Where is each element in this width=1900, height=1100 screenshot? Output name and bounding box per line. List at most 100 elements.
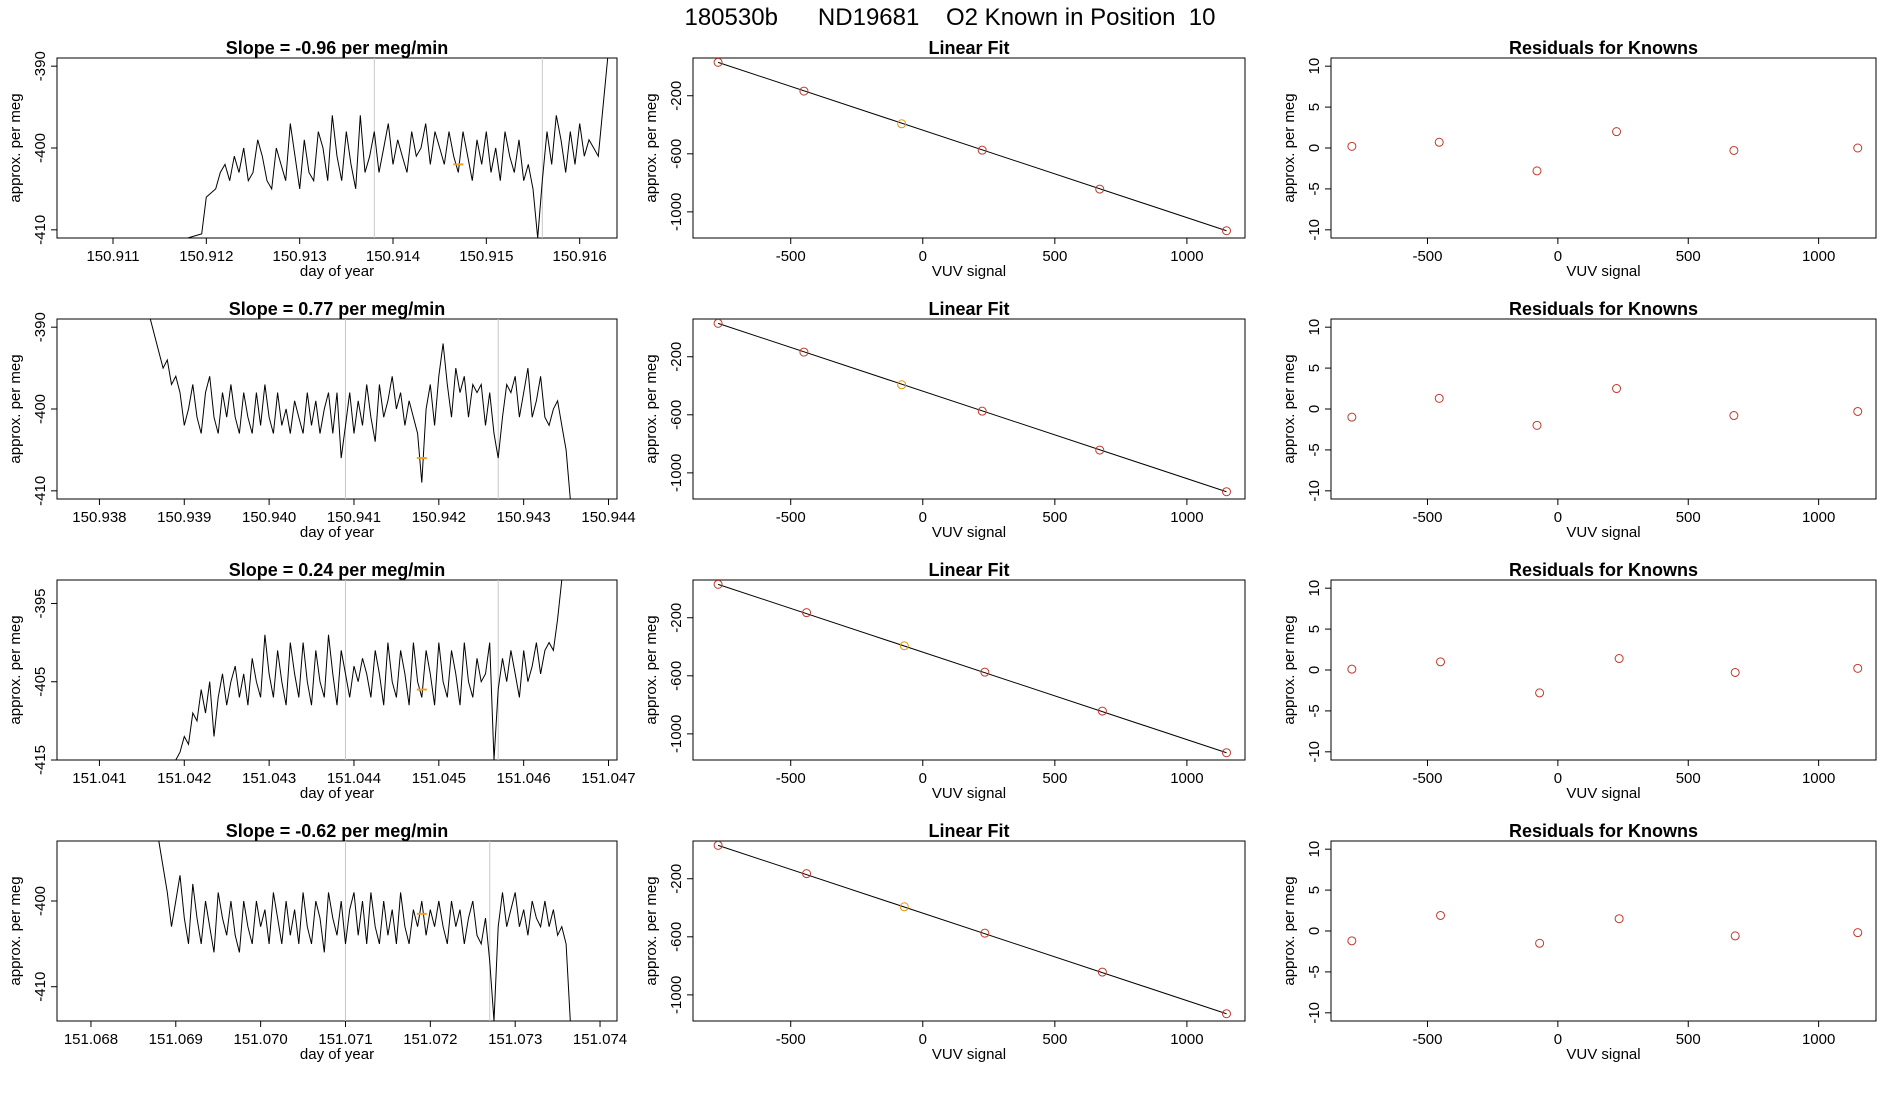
data-point bbox=[1853, 928, 1863, 938]
x-tick-label: 0 bbox=[919, 770, 927, 787]
x-axis-label: VUV signal bbox=[932, 263, 1006, 280]
x-tick-label: -500 bbox=[1412, 770, 1442, 787]
y-tick-label: -1000 bbox=[668, 715, 685, 753]
data-point bbox=[1730, 931, 1740, 941]
x-tick-label: 0 bbox=[1554, 248, 1562, 265]
data-point bbox=[1097, 967, 1107, 977]
x-tick-label: 150.938 bbox=[72, 509, 126, 526]
y-tick-label: 0 bbox=[1306, 405, 1323, 413]
y-tick-label: -200 bbox=[668, 81, 685, 111]
chart-title: Linear Fit bbox=[928, 38, 1009, 58]
x-tick-label: 150.940 bbox=[242, 509, 296, 526]
data-point bbox=[1532, 420, 1542, 430]
plot-frame bbox=[1330, 318, 1877, 500]
y-tick-label: -10 bbox=[1306, 1002, 1323, 1024]
x-tick-label: 151.068 bbox=[64, 1031, 118, 1048]
y-axis-label: approx. per meg bbox=[7, 93, 24, 202]
y-tick-label: 0 bbox=[1306, 927, 1323, 935]
x-tick-label: 500 bbox=[1042, 248, 1067, 265]
x-tick-label: 150.912 bbox=[179, 248, 233, 265]
plot-frame bbox=[56, 57, 618, 239]
x-tick-label: -500 bbox=[1412, 1031, 1442, 1048]
plot-frame bbox=[692, 318, 1246, 500]
y-tick-label: -410 bbox=[32, 476, 49, 506]
y-tick-label: -5 bbox=[1306, 182, 1323, 195]
data-point bbox=[1347, 412, 1357, 422]
y-tick-label: 0 bbox=[1306, 144, 1323, 152]
x-tick-label: 150.943 bbox=[497, 509, 551, 526]
data-point bbox=[1853, 663, 1863, 673]
y-axis-label: approx. per meg bbox=[1281, 615, 1298, 724]
data-point bbox=[713, 318, 723, 328]
chart-title: Slope = -0.62 per meg/min bbox=[226, 821, 449, 841]
data-point bbox=[1347, 664, 1357, 674]
x-axis-label: day of year bbox=[300, 524, 374, 541]
data-point bbox=[1614, 654, 1624, 664]
y-tick-label: -5 bbox=[1306, 704, 1323, 717]
data-point bbox=[1612, 127, 1622, 137]
x-tick-label: 500 bbox=[1042, 509, 1067, 526]
data-point bbox=[977, 145, 987, 155]
x-tick-label: 0 bbox=[1554, 1031, 1562, 1048]
x-tick-label: 151.046 bbox=[497, 770, 551, 787]
y-axis-label: approx. per meg bbox=[7, 876, 24, 985]
x-tick-label: 1000 bbox=[1802, 770, 1835, 787]
chart-title: Residuals for Knowns bbox=[1509, 38, 1698, 58]
x-tick-label: 500 bbox=[1676, 248, 1701, 265]
chart-title: Residuals for Knowns bbox=[1509, 299, 1698, 319]
fit-line bbox=[717, 61, 1227, 232]
x-tick-label: 150.941 bbox=[327, 509, 381, 526]
data-point bbox=[897, 119, 907, 129]
y-tick-label: -410 bbox=[32, 215, 49, 245]
y-tick-label: 5 bbox=[1306, 364, 1323, 372]
data-point bbox=[802, 869, 812, 879]
data-point bbox=[1095, 445, 1105, 455]
fit-line bbox=[717, 844, 1227, 1015]
data-point bbox=[1535, 938, 1545, 948]
data-point bbox=[977, 406, 987, 416]
x-tick-label: 1000 bbox=[1170, 770, 1203, 787]
plot-frame bbox=[56, 840, 618, 1022]
data-point bbox=[713, 57, 723, 67]
x-tick-label: 1000 bbox=[1170, 248, 1203, 265]
fit-line bbox=[717, 583, 1227, 754]
plot-frame bbox=[56, 318, 618, 500]
y-tick-label: -10 bbox=[1306, 219, 1323, 241]
y-tick-label: -405 bbox=[32, 667, 49, 697]
y-axis-label: approx. per meg bbox=[7, 615, 24, 724]
data-point bbox=[899, 902, 909, 912]
series-line bbox=[149, 318, 571, 500]
y-tick-label: -1000 bbox=[668, 454, 685, 492]
x-tick-label: 151.041 bbox=[72, 770, 126, 787]
data-point bbox=[1730, 667, 1740, 677]
x-tick-label: 151.073 bbox=[488, 1031, 542, 1048]
data-point bbox=[1612, 384, 1622, 394]
y-tick-label: 10 bbox=[1306, 841, 1323, 858]
y-axis-label: approx. per meg bbox=[643, 93, 660, 202]
x-tick-label: 151.044 bbox=[327, 770, 381, 787]
y-axis-label: approx. per meg bbox=[643, 615, 660, 724]
data-point bbox=[713, 579, 723, 589]
data-point bbox=[1614, 914, 1624, 924]
plot-frame bbox=[1330, 840, 1877, 1022]
y-tick-label: -5 bbox=[1306, 965, 1323, 978]
data-point bbox=[1097, 706, 1107, 716]
chart-title: Slope = -0.96 per meg/min bbox=[226, 38, 449, 58]
y-tick-label: -600 bbox=[668, 661, 685, 691]
x-tick-label: 151.045 bbox=[412, 770, 466, 787]
y-tick-label: -600 bbox=[668, 922, 685, 952]
series-line bbox=[57, 57, 609, 239]
x-tick-label: 151.074 bbox=[573, 1031, 627, 1048]
x-tick-label: 1000 bbox=[1802, 248, 1835, 265]
data-point bbox=[713, 840, 723, 850]
x-tick-label: 151.043 bbox=[242, 770, 296, 787]
data-point bbox=[1434, 393, 1444, 403]
series-line bbox=[57, 579, 563, 761]
chart-title: Linear Fit bbox=[928, 560, 1009, 580]
x-axis-label: day of year bbox=[300, 1046, 374, 1063]
plot-frame bbox=[1330, 579, 1877, 761]
y-tick-label: -600 bbox=[668, 400, 685, 430]
y-tick-label: 0 bbox=[1306, 666, 1323, 674]
data-point bbox=[1095, 184, 1105, 194]
